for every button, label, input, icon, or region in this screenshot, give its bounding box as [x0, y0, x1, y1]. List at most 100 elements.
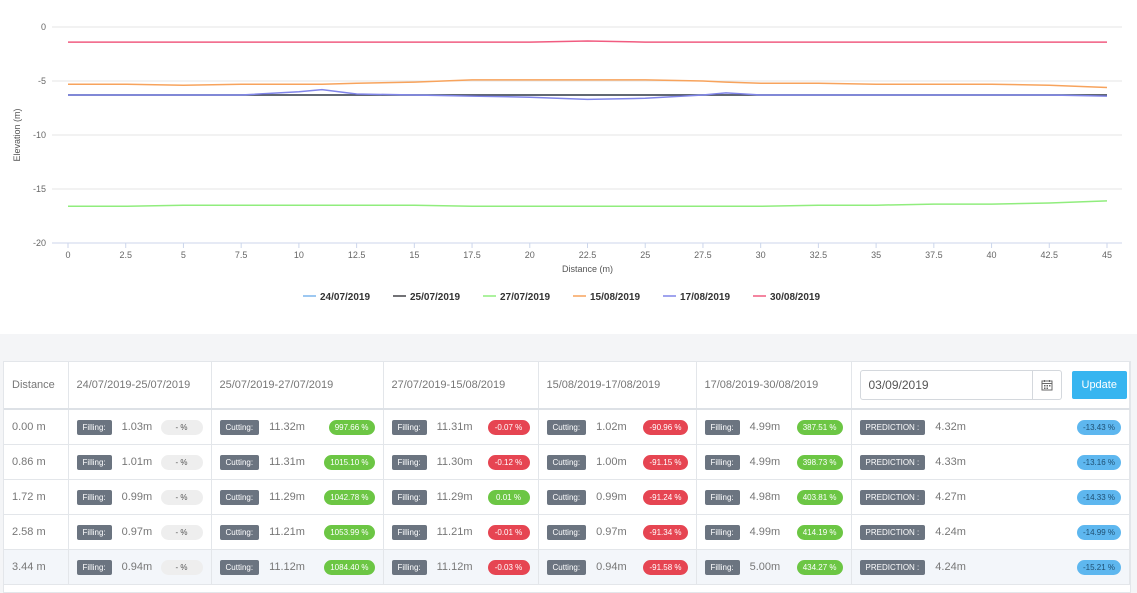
prediction-value: 4.27m — [935, 491, 966, 503]
change-percent-badge: - % — [160, 559, 203, 575]
change-value: 11.21m — [436, 526, 473, 538]
prediction-percent-badge: -14.99 % — [1076, 524, 1121, 540]
calendar-icon[interactable] — [1032, 371, 1060, 399]
change-type-badge: Filling: — [704, 454, 740, 470]
table-row: 0.00 m Filling: 1.03m - % Cutting: 11.32m 997.… — [4, 409, 1130, 445]
header-prediction-controls: Update — [851, 362, 1130, 410]
distance-cell: 0.86 m — [4, 444, 69, 480]
legend-label: 15/08/2019 — [590, 292, 640, 303]
x-tick-label: 40 — [987, 250, 997, 260]
change-cell: Filling: 0.97m - % — [68, 514, 212, 550]
change-percent-badge: - % — [160, 489, 203, 505]
change-value: 4.99m — [749, 526, 781, 538]
change-type-badge: Cutting: — [546, 489, 587, 505]
legend-label: 25/07/2019 — [410, 292, 460, 303]
legend-item-2[interactable]: 25/07/2019 — [393, 292, 460, 303]
x-tick-label: 15 — [409, 250, 419, 260]
change-value: 0.97m — [596, 526, 627, 538]
change-type-badge: Filling: — [704, 419, 740, 435]
change-cell: Cutting: 0.97m -91.34 % — [538, 514, 697, 550]
legend-item-4[interactable]: 15/08/2019 — [573, 292, 640, 303]
change-cell: Filling: 11.29m 0.01 % — [383, 479, 539, 515]
x-tick-label: 37.5 — [925, 250, 943, 260]
change-type-badge: Filling: — [76, 489, 112, 505]
series-layer — [68, 40, 1108, 208]
legend-item-5[interactable]: 17/08/2019 — [663, 292, 730, 303]
series-line-6[interactable] — [68, 40, 1107, 43]
legend-item-3[interactable]: 27/07/2019 — [483, 292, 550, 303]
legend-label: 27/07/2019 — [500, 292, 550, 303]
change-type-badge: Cutting: — [546, 419, 587, 435]
prediction-value: 4.24m — [935, 561, 966, 573]
change-cell: Filling: 4.99m 387.51 % — [696, 409, 852, 445]
change-percent-badge: -0.07 % — [487, 419, 530, 435]
change-value: 11.21m — [269, 526, 305, 538]
legend-item-1[interactable]: 24/07/2019 — [303, 292, 370, 303]
prediction-value: 4.33m — [935, 456, 966, 468]
change-value: 0.97m — [121, 526, 153, 538]
change-value: 1.03m — [121, 421, 153, 433]
header-distance: Distance — [4, 362, 69, 410]
change-cell: Cutting: 0.99m -91.24 % — [538, 479, 697, 515]
change-percent-badge: 403.81 % — [796, 489, 843, 505]
update-button[interactable]: Update — [1071, 371, 1127, 399]
change-cell: Cutting: 11.31m 1015.10 % — [211, 444, 384, 480]
chart-panel: 0 -5 -10 -15 -20 0 2.5 5 7.5 10 12.5 15 17.5 20 22.5 25… — [0, 0, 1137, 334]
change-value: 11.12m — [269, 561, 305, 573]
table-row: 2.58 m Filling: 0.97m - % Cutting: 11.21m 1053… — [4, 514, 1130, 550]
change-cell: Cutting: 0.94m -91.58 % — [538, 549, 697, 585]
change-percent-badge: -91.15 % — [643, 454, 688, 470]
table-row: 0.86 m Filling: 1.01m - % Cutting: 11.31m 1015… — [4, 444, 1130, 480]
change-type-badge: Filling: — [76, 419, 112, 435]
change-percent-badge: 997.66 % — [328, 419, 375, 435]
x-tick-label: 12.5 — [348, 250, 366, 260]
series-line-5[interactable] — [68, 88, 1108, 101]
change-type-badge: Cutting: — [219, 454, 260, 470]
change-cell: Filling: 1.03m - % — [68, 409, 212, 445]
change-percent-badge: 1053.99 % — [324, 524, 375, 540]
change-type-badge: Cutting: — [546, 454, 587, 470]
date-input[interactable] — [860, 378, 1033, 392]
prediction-percent-badge: -13.16 % — [1076, 454, 1121, 470]
change-type-badge: Filling: — [76, 524, 112, 540]
table-body: 0.00 m Filling: 1.03m - % Cutting: 11.32m 997.… — [4, 409, 1130, 585]
change-value: 0.94m — [596, 561, 627, 573]
legend-label: 24/07/2019 — [320, 292, 370, 303]
series-line-3[interactable] — [68, 200, 1108, 208]
change-value: 4.99m — [749, 421, 781, 433]
series-line-4[interactable] — [68, 79, 1108, 89]
x-tick-label: 5 — [181, 250, 186, 260]
header-period-2: 25/07/2019-27/07/2019 — [211, 362, 384, 410]
legend-item-6[interactable]: 30/08/2019 — [753, 292, 820, 303]
comparison-table: Distance 24/07/2019-25/07/2019 25/07/201… — [4, 362, 1130, 585]
change-type-badge: Cutting: — [219, 559, 260, 575]
change-type-badge: Filling: — [704, 559, 740, 575]
distance-cell: 0.00 m — [4, 409, 69, 445]
comparison-table-panel: Distance 24/07/2019-25/07/2019 25/07/201… — [3, 361, 1131, 593]
change-percent-badge: -0.03 % — [487, 559, 530, 575]
change-type-badge: Filling: — [391, 489, 427, 505]
change-cell: Cutting: 11.21m 1053.99 % — [211, 514, 384, 550]
change-percent-badge: - % — [160, 524, 203, 540]
prediction-value: 4.24m — [935, 526, 966, 538]
elevation-chart: 0 -5 -10 -15 -20 0 2.5 5 7.5 10 12.5 15 17.5 20 22.5 25… — [12, 22, 1122, 303]
change-cell: Cutting: 11.32m 997.66 % — [211, 409, 384, 445]
x-tick-label: 25 — [640, 250, 650, 260]
prediction-cell: PREDICTION : 4.33m -13.16 % — [851, 444, 1130, 480]
change-percent-badge: 434.27 % — [796, 559, 843, 575]
legend-label: 17/08/2019 — [680, 292, 730, 303]
x-tick-label: 17.5 — [463, 250, 481, 260]
change-percent-badge: -91.34 % — [643, 524, 688, 540]
change-cell: Cutting: 11.12m 1084.40 % — [211, 549, 384, 585]
date-picker[interactable] — [859, 370, 1062, 400]
prediction-percent-badge: -14.33 % — [1076, 489, 1121, 505]
change-cell: Cutting: 1.02m -90.96 % — [538, 409, 697, 445]
change-type-badge: Filling: — [76, 454, 112, 470]
y-tick-label: 0 — [41, 22, 46, 32]
header-period-5: 17/08/2019-30/08/2019 — [696, 362, 852, 410]
change-percent-badge: - % — [160, 419, 203, 435]
prediction-badge: PREDICTION : — [859, 524, 926, 540]
x-axis-title: Distance (m) — [562, 264, 613, 274]
x-tick-label: 42.5 — [1041, 250, 1059, 260]
prediction-cell: PREDICTION : 4.32m -13.43 % — [851, 409, 1130, 445]
